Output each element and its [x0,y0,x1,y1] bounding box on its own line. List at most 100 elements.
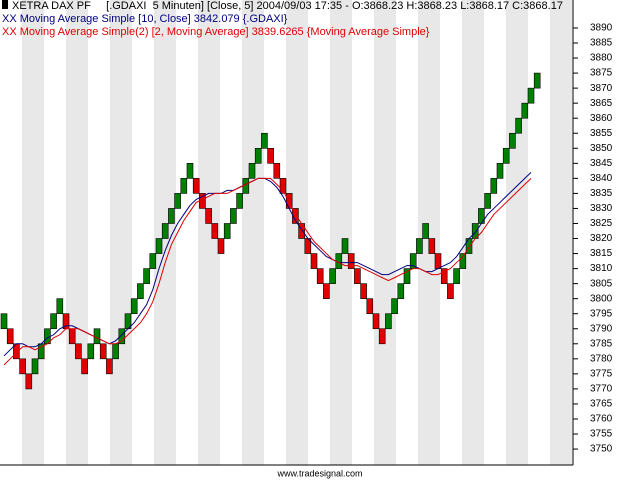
brick [0,313,8,330]
legend-label: Moving Average Simple [10, Close] 3842.0… [19,13,288,25]
brick [422,223,429,239]
y-tick-label: 3890 [590,23,613,34]
brick [292,208,299,224]
brick [490,178,498,194]
legend-icon: XX [2,13,20,25]
brick [416,238,423,254]
brick [484,193,491,209]
ma-line [3,177,532,366]
legend-icon: XX [2,26,20,38]
brick [143,268,150,284]
brick [279,178,287,194]
y-tick-label: 3865 [590,98,613,109]
brick [223,223,231,239]
brick [118,328,126,345]
y-tick-label: 3840 [590,173,613,184]
brick [180,178,188,194]
brick [527,87,535,104]
brick [81,358,88,375]
brick [254,147,262,164]
y-tick-label: 3815 [590,248,613,259]
brick [496,163,504,179]
brick [360,283,367,299]
brick [248,163,256,179]
session-band [506,0,528,465]
brick [453,268,460,284]
brick [130,298,138,315]
y-tick-label: 3810 [590,263,613,274]
y-tick-label: 3835 [590,188,613,199]
brick [391,298,398,315]
brick [186,163,194,179]
session-band [242,0,264,465]
brick [68,328,76,345]
y-tick-label: 3780 [590,353,613,364]
y-tick-label: 3860 [590,113,613,124]
brick [236,193,243,209]
session-band [22,0,44,465]
brick [19,358,26,375]
y-tick-label: 3755 [590,429,613,440]
brick [155,238,163,254]
legend-entry: XX Moving Average Simple [10, Close] 384… [2,13,287,26]
session-band [286,0,308,465]
y-tick-label: 3845 [590,158,613,169]
y-tick-label: 3785 [590,338,613,349]
y-tick-label: 3760 [590,414,613,425]
y-tick-label: 3855 [590,128,613,139]
legend-entry: XX Moving Average Simple(2) [2, Moving A… [2,26,429,39]
brick [521,102,529,119]
brick [217,238,225,254]
y-tick-label: 3850 [590,143,613,154]
brick [168,208,175,224]
y-tick-label: 3790 [590,323,613,334]
brick [75,343,82,360]
brick [205,208,212,224]
brick [434,253,442,269]
brick [192,178,200,194]
brick [230,208,237,224]
brick [310,253,318,269]
brick [6,328,14,345]
y-tick-label: 3805 [590,278,613,289]
brick [50,313,57,330]
legend-label: Moving Average Simple(2) [2, Moving Aver… [19,26,430,38]
session-band [66,0,88,465]
brick [397,283,405,299]
y-tick-label: 3830 [590,203,613,214]
brick [354,268,361,284]
brick [261,132,268,149]
brick [515,117,522,134]
y-tick-label: 3875 [590,68,613,79]
y-tick-label: 3765 [590,399,613,410]
session-band [418,0,440,465]
session-band [110,0,132,465]
brick [341,238,349,254]
y-tick-label: 3870 [590,83,613,94]
icon [2,0,8,9]
brick [316,268,324,284]
brick [31,358,39,375]
brick [137,283,144,299]
brick [403,268,411,284]
y-tick-label: 3750 [590,444,613,455]
brick [329,268,336,284]
brick [372,313,380,330]
brick [149,253,157,269]
session-band [374,0,396,465]
brick [440,268,448,284]
brick [323,283,330,299]
brick [502,147,510,164]
y-tick-label: 3795 [590,308,613,319]
header: XETRA DAX PF [.GDAXI 5 Minuten] [Close, … [2,0,563,13]
brick [385,313,392,330]
brick [174,193,181,209]
brick [509,132,516,149]
brick [267,147,274,164]
y-tick-label: 3825 [590,218,613,229]
brick [347,253,355,269]
brick [99,343,107,360]
brick [25,373,33,390]
